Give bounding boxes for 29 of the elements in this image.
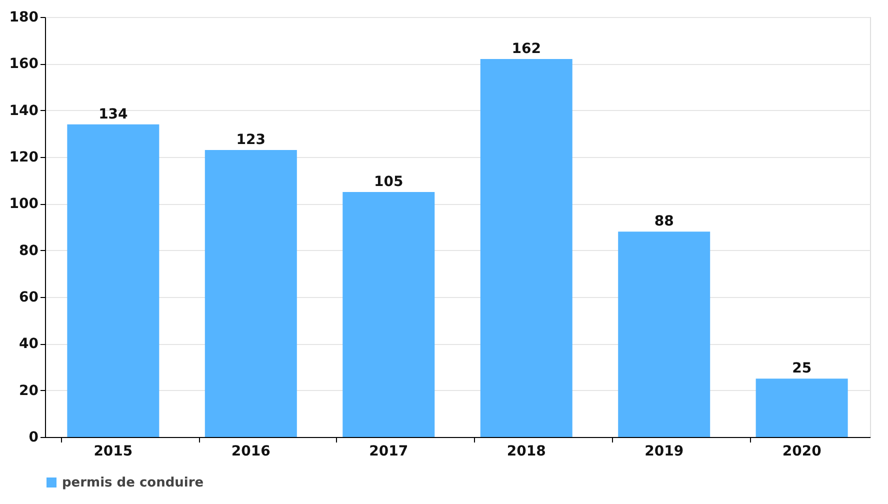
y-tick-label: 0 — [28, 430, 39, 446]
y-tick-label: 120 — [9, 150, 39, 166]
y-tick-label: 180 — [9, 10, 39, 26]
y-tick-label: 160 — [9, 56, 39, 72]
y-tick-label: 40 — [19, 336, 39, 352]
data-label: 88 — [654, 214, 674, 230]
bar — [67, 124, 160, 437]
y-tick-label: 100 — [9, 196, 39, 212]
data-label: 105 — [374, 174, 404, 190]
data-label: 25 — [792, 360, 812, 377]
y-tick-label: 20 — [19, 382, 39, 399]
x-tick-label: 2020 — [782, 444, 822, 460]
data-label: 123 — [236, 132, 266, 148]
y-tick-label: 140 — [9, 102, 39, 119]
data-label: 162 — [512, 41, 541, 57]
x-tick-label: 2018 — [506, 444, 546, 460]
y-tick-label: 80 — [19, 242, 39, 259]
x-tick-label: 2015 — [94, 444, 133, 460]
bar — [756, 378, 848, 437]
x-tick-label: 2017 — [369, 444, 408, 460]
legend-label: permis de conduire — [62, 476, 204, 490]
bar — [204, 150, 297, 437]
data-label: 134 — [98, 106, 128, 122]
bar — [480, 59, 572, 437]
x-tick-label: 2016 — [231, 444, 270, 460]
x-tick-label: 2019 — [644, 444, 684, 460]
bar — [342, 192, 435, 437]
bar — [618, 232, 710, 437]
y-tick-label: 60 — [19, 290, 39, 306]
